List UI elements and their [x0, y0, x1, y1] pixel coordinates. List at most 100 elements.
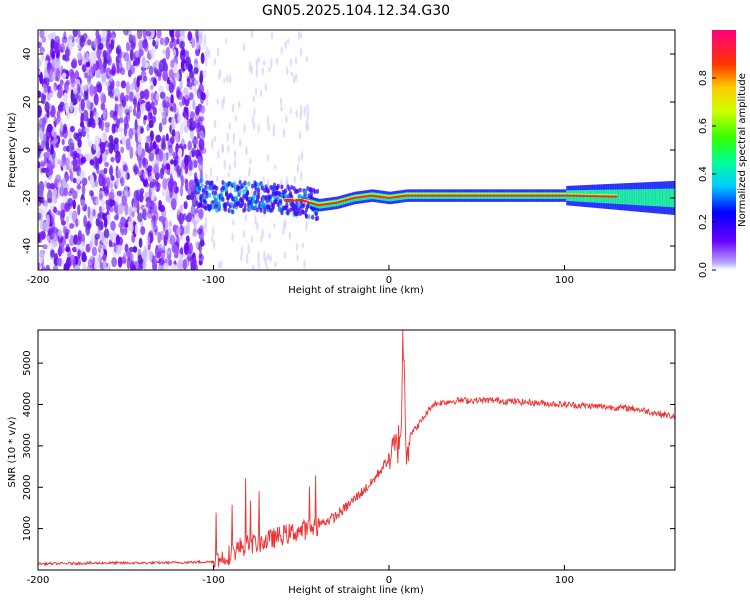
noise-speck	[198, 138, 205, 151]
x-tick-label: 0	[386, 275, 392, 286]
colorbar-tick-label: 0.8	[698, 70, 709, 86]
noise-speck	[81, 251, 87, 263]
snr-x-ticks: -200 -100 0 100	[27, 565, 574, 586]
noise-speck	[268, 232, 271, 239]
snr-y-label: SNR (10 * v/v)	[7, 416, 18, 487]
noise-speck	[135, 50, 139, 58]
spectrogram-x-ticks: -200 -100 0 100	[27, 265, 574, 286]
noise-speck	[204, 216, 208, 226]
noise-speck	[55, 118, 60, 125]
signal-blob	[288, 207, 293, 213]
noise-speck	[132, 107, 137, 117]
y-tick-label: -40	[22, 238, 33, 254]
noise-speck	[141, 56, 146, 68]
signal-blob	[221, 180, 225, 185]
noise-speck	[210, 235, 214, 243]
noise-speck	[127, 69, 132, 78]
noise-speck	[191, 256, 197, 269]
noise-speck	[79, 199, 86, 208]
noise-speck	[254, 214, 257, 226]
y-tick-label: 4000	[22, 392, 33, 417]
noise-speck	[77, 30, 81, 38]
noise-speck	[89, 84, 95, 97]
noise-speck	[133, 163, 138, 176]
noise-speck	[101, 72, 107, 83]
noise-speck	[110, 175, 115, 182]
noise-speck	[72, 30, 78, 38]
snr-x-label: Height of straight line (km)	[288, 585, 424, 596]
noise-speck	[162, 48, 166, 55]
noise-speck	[98, 173, 104, 187]
noise-speck	[185, 235, 190, 242]
noise-speck	[52, 265, 59, 270]
noise-speck	[89, 110, 94, 123]
noise-speck	[176, 235, 180, 248]
noise-speck	[240, 254, 243, 262]
noise-speck	[104, 161, 109, 168]
signal-band	[639, 189, 643, 206]
noise-speck	[150, 30, 155, 39]
noise-speck	[136, 124, 141, 137]
noise-speck	[233, 149, 237, 159]
noise-speck	[172, 151, 177, 158]
noise-speck	[185, 178, 189, 192]
noise-speck	[129, 48, 134, 62]
noise-speck	[79, 83, 83, 94]
y-tick-label: 0	[22, 147, 33, 153]
noise-speck	[183, 201, 188, 210]
signal-blob	[227, 208, 231, 213]
noise-speck	[85, 243, 91, 253]
noise-speck	[95, 117, 99, 126]
noise-speck	[196, 122, 200, 129]
signal-blob	[254, 186, 258, 192]
noise-speck	[83, 214, 87, 228]
noise-speck	[105, 81, 111, 87]
noise-speck	[275, 57, 279, 66]
colorbar-gradient	[712, 30, 736, 270]
signal-blob	[270, 185, 274, 190]
noise-speck	[209, 166, 213, 178]
signal-blob	[234, 197, 239, 202]
noise-speck	[305, 55, 308, 63]
noise-speck	[150, 92, 155, 102]
noise-speck	[106, 49, 111, 61]
noise-speck	[105, 176, 110, 187]
signal-blob	[220, 191, 224, 197]
signal-band	[618, 189, 622, 205]
signal-band	[625, 189, 629, 205]
noise-speck	[232, 133, 235, 144]
noise-speck	[170, 167, 175, 177]
noise-speck	[134, 223, 139, 236]
noise-speck	[113, 215, 119, 221]
noise-speck	[145, 30, 152, 37]
noise-speck	[176, 208, 181, 215]
noise-speck	[173, 159, 178, 165]
signal-blob	[280, 184, 284, 190]
noise-speck	[200, 105, 206, 114]
noise-speck	[95, 197, 99, 206]
noise-speck	[85, 52, 90, 63]
noise-speck	[93, 260, 100, 270]
noise-speck	[152, 106, 157, 116]
noise-speck	[169, 234, 176, 246]
signal-blob	[238, 180, 242, 185]
noise-speck	[112, 229, 116, 241]
noise-speck	[189, 130, 195, 140]
noise-speck	[58, 84, 63, 97]
noise-speck	[80, 98, 85, 112]
noise-speck	[103, 228, 110, 239]
noise-speck	[293, 75, 296, 85]
noise-speck	[142, 76, 148, 82]
noise-speck	[84, 127, 90, 133]
signal-blob	[243, 206, 247, 212]
noise-speck	[192, 139, 198, 145]
noise-speck	[40, 50, 45, 62]
noise-speck	[66, 220, 70, 228]
noise-speck	[243, 123, 246, 134]
signal-blob	[255, 207, 259, 213]
signal-band	[666, 188, 669, 207]
noise-speck	[96, 86, 102, 93]
signal-blob	[254, 182, 258, 187]
signal-blob	[200, 203, 204, 209]
noise-speck	[267, 123, 271, 133]
